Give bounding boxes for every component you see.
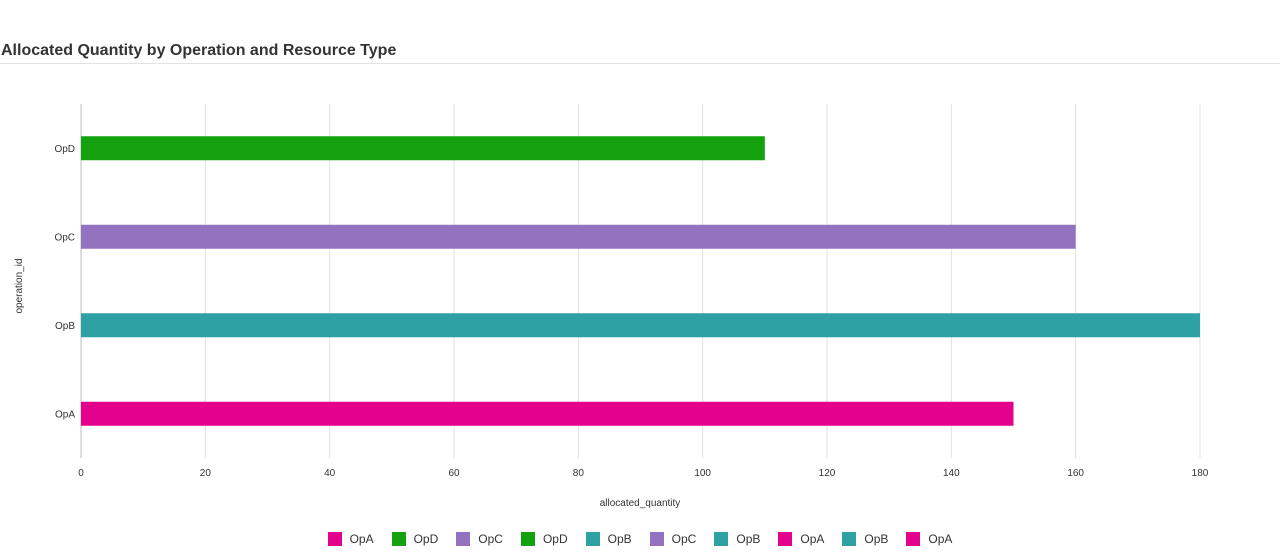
gridlines [80,104,1201,458]
bar-opb[interactable] [81,313,1200,338]
legend-item-opa[interactable]: OpA [778,532,824,546]
legend-swatch [649,532,664,546]
x-axis-ticks: 0 20 40 60 80 100 120 140 160 180 [78,468,1209,479]
chart-title: Allocated Quantity by Operation and Reso… [1,42,397,59]
legend-label: OpD [413,532,439,546]
bar-opa[interactable] [81,401,1014,426]
legend-item-opd[interactable]: OpD [391,532,439,546]
legend-swatch [391,532,406,546]
y-tick-label: OpC [54,232,75,243]
chart-legend: OpA OpD OpC OpD OpB OpC OpB OpA OpB OpA [0,528,1280,550]
legend-item-opc[interactable]: OpC [456,532,503,546]
legend-item-opb[interactable]: OpB [714,532,760,546]
legend-label: OpC [671,532,697,546]
x-tick-label: 0 [78,468,84,479]
legend-swatch [520,532,535,546]
legend-item-opb[interactable]: OpB [585,532,632,546]
legend-item-opd[interactable]: OpD [520,532,568,546]
x-tick-label: 20 [200,468,212,479]
x-tick-label: 100 [694,468,711,479]
bar-chart: OpD OpC OpB OpA 0 20 40 60 80 100 120 140 160 180 al… [14,104,1209,509]
legend-item-opa[interactable]: OpA [906,532,952,546]
legend-swatch [778,532,793,546]
legend-swatch [585,532,600,546]
y-tick-label: OpA [55,409,75,420]
legend-swatch [456,532,471,546]
x-tick-label: 180 [1192,468,1209,479]
legend-label: OpB [736,532,761,546]
x-tick-label: 120 [819,468,836,479]
x-axis-title: allocated_quantity [600,498,681,509]
bars [81,136,1200,426]
legend-label: OpD [542,532,568,546]
x-tick-label: 60 [448,468,460,479]
x-tick-label: 80 [573,468,585,479]
legend-swatch [906,532,921,546]
y-tick-label: OpD [54,144,75,155]
legend-swatch [714,532,729,546]
y-axis-title: operation_id [14,258,25,313]
y-axis-ticks: OpD OpC OpB OpA [54,144,75,421]
legend-label: OpB [607,532,632,546]
legend-label: OpC [478,532,503,546]
legend-label: OpA [800,532,825,546]
legend-swatch [327,532,342,546]
y-tick-label: OpB [55,321,75,332]
legend-item-opc[interactable]: OpC [649,532,697,546]
x-tick-label: 40 [324,468,336,479]
bar-opd[interactable] [81,136,765,161]
legend-label: OpA [349,532,374,546]
legend-item-opb[interactable]: OpB [842,532,888,546]
bar-opc[interactable] [81,224,1076,249]
legend-item-opa[interactable]: OpA [327,532,374,546]
x-tick-label: 140 [943,468,960,479]
legend-label: OpB [864,532,889,546]
chart-header: Allocated Quantity by Operation and Reso… [0,0,1280,64]
legend-swatch [842,532,857,546]
legend-label: OpA [928,532,953,546]
x-tick-label: 160 [1067,468,1084,479]
